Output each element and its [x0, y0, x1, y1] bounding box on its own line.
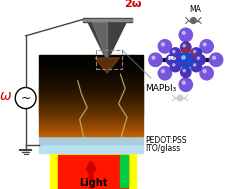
- Bar: [39, 77, 143, 79]
- Bar: [83, 19, 132, 21]
- Circle shape: [170, 61, 181, 72]
- Circle shape: [177, 95, 183, 101]
- Bar: [39, 59, 143, 61]
- Bar: [39, 97, 143, 100]
- Bar: [39, 130, 143, 132]
- Circle shape: [213, 56, 215, 59]
- Circle shape: [183, 45, 185, 47]
- Text: ITO/glass: ITO/glass: [145, 144, 180, 153]
- Circle shape: [166, 54, 177, 65]
- Bar: [39, 79, 143, 81]
- Circle shape: [182, 56, 185, 59]
- Circle shape: [182, 81, 185, 84]
- Polygon shape: [88, 22, 126, 58]
- Bar: [39, 144, 143, 153]
- Bar: [39, 134, 143, 136]
- Bar: [39, 120, 143, 122]
- Bar: [83, 18, 132, 22]
- Bar: [39, 118, 143, 120]
- Bar: [39, 99, 143, 102]
- Circle shape: [183, 70, 185, 72]
- Circle shape: [191, 48, 201, 58]
- Circle shape: [178, 52, 193, 67]
- Bar: [50, 149, 135, 189]
- Bar: [39, 81, 143, 84]
- Polygon shape: [92, 22, 107, 56]
- Bar: [39, 69, 143, 71]
- Circle shape: [195, 54, 205, 65]
- Circle shape: [181, 42, 191, 53]
- Circle shape: [203, 70, 206, 73]
- Circle shape: [200, 40, 213, 53]
- Bar: [39, 105, 143, 108]
- Bar: [39, 112, 143, 114]
- Circle shape: [179, 28, 192, 42]
- Circle shape: [173, 64, 175, 66]
- Circle shape: [197, 57, 200, 59]
- Bar: [39, 87, 143, 90]
- Bar: [39, 54, 143, 57]
- Bar: [39, 83, 143, 85]
- Polygon shape: [95, 58, 119, 73]
- Bar: [39, 85, 143, 88]
- Bar: [39, 67, 143, 69]
- Bar: [39, 73, 143, 75]
- Circle shape: [182, 31, 185, 34]
- Bar: [39, 75, 143, 77]
- Circle shape: [194, 64, 196, 66]
- Bar: [58, 155, 128, 189]
- Text: ω: ω: [0, 89, 12, 103]
- Bar: [39, 103, 143, 106]
- Circle shape: [194, 50, 196, 53]
- Circle shape: [15, 88, 36, 109]
- Circle shape: [191, 61, 201, 72]
- Text: 2ω: 2ω: [124, 0, 142, 9]
- Circle shape: [152, 56, 155, 59]
- Circle shape: [170, 48, 181, 58]
- Circle shape: [161, 43, 164, 46]
- Bar: [39, 136, 143, 144]
- Circle shape: [203, 43, 206, 46]
- Circle shape: [161, 70, 164, 73]
- Bar: [39, 71, 143, 73]
- Bar: [39, 91, 143, 94]
- Text: Light: Light: [79, 178, 107, 188]
- Bar: [39, 63, 143, 65]
- Bar: [39, 124, 143, 126]
- Bar: [39, 107, 143, 110]
- Bar: [39, 122, 143, 124]
- Bar: [39, 101, 143, 104]
- Text: MAPbI₃: MAPbI₃: [145, 84, 176, 92]
- Text: ~: ~: [21, 91, 31, 105]
- Circle shape: [190, 18, 196, 23]
- Circle shape: [149, 53, 162, 67]
- Bar: [39, 114, 143, 116]
- Bar: [39, 109, 143, 112]
- Circle shape: [179, 78, 192, 91]
- Bar: [39, 93, 143, 96]
- Bar: [39, 61, 143, 63]
- Circle shape: [158, 67, 172, 80]
- Circle shape: [158, 40, 172, 53]
- Bar: [39, 65, 143, 67]
- Bar: [96, 50, 122, 69]
- Circle shape: [200, 67, 213, 80]
- Bar: [39, 89, 143, 92]
- Circle shape: [181, 67, 191, 77]
- Bar: [120, 155, 128, 187]
- Text: PEDOT:PSS: PEDOT:PSS: [145, 136, 186, 145]
- Bar: [39, 128, 143, 130]
- Circle shape: [210, 53, 223, 67]
- Text: MA: MA: [189, 5, 201, 14]
- Bar: [39, 132, 143, 134]
- Circle shape: [173, 50, 175, 53]
- Circle shape: [169, 57, 171, 59]
- Bar: [39, 115, 143, 118]
- Bar: [39, 95, 143, 98]
- Bar: [39, 57, 143, 59]
- Text: Pb: Pb: [167, 56, 176, 61]
- Bar: [39, 126, 143, 128]
